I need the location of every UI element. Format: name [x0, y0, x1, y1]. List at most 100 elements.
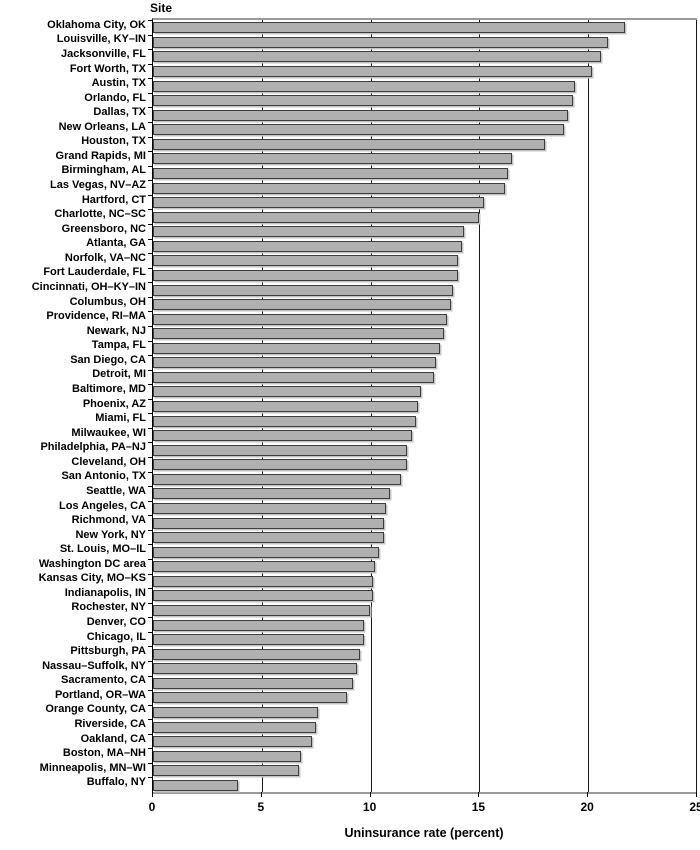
category-tick — [148, 34, 152, 36]
category-tick — [148, 777, 152, 779]
bar — [153, 692, 347, 704]
category-label: Oakland, CA — [80, 732, 146, 745]
bar — [153, 575, 373, 587]
bar — [153, 619, 364, 631]
category-label: Buffalo, NY — [86, 776, 146, 789]
bar — [153, 153, 512, 165]
category-tick — [148, 602, 152, 604]
category-label: Cleveland, OH — [71, 455, 146, 468]
category-label: Oklahoma City, OK — [47, 18, 146, 31]
category-tick — [148, 748, 152, 750]
bar — [153, 80, 575, 92]
category-tick — [148, 675, 152, 677]
y-axis-title: Site — [150, 1, 173, 15]
category-tick — [148, 762, 152, 764]
x-axis-tick-label: 20 — [580, 800, 594, 814]
category-label: Orange County, CA — [45, 703, 146, 716]
x-axis-tick — [696, 792, 697, 797]
bar — [153, 255, 458, 267]
category-tick — [148, 122, 152, 123]
category-label: New Orleans, LA — [58, 120, 146, 133]
bar — [153, 488, 390, 500]
category-tick — [148, 325, 152, 327]
category-label: Pittsburgh, PA — [70, 645, 146, 658]
category-label: Orlando, FL — [84, 91, 146, 104]
category-tick — [148, 733, 152, 735]
gridline — [479, 20, 481, 792]
bar — [153, 604, 371, 616]
category-tick — [148, 558, 152, 560]
category-label: Fort Lauderdale, FL — [43, 266, 146, 279]
bar — [153, 401, 419, 412]
category-tick — [148, 486, 152, 488]
x-axis-tick-label: 25 — [689, 800, 700, 814]
category-label: Riverside, CA — [74, 718, 146, 730]
bar — [153, 182, 506, 194]
bar — [153, 371, 434, 383]
category-tick — [148, 544, 152, 546]
category-label: Indianapolis, IN — [64, 586, 146, 599]
bar — [153, 663, 358, 675]
category-tick — [148, 253, 152, 255]
category-label: Fort Worth, TX — [69, 62, 146, 75]
bar — [153, 51, 602, 63]
category-label: Charlotte, NC–SC — [54, 208, 146, 221]
category-label: Kansas City, MO–KS — [38, 572, 146, 585]
bar — [153, 95, 573, 107]
x-axis-tick-label: 0 — [148, 800, 156, 814]
category-tick — [148, 398, 152, 400]
category-label: Denver, CO — [86, 616, 146, 628]
bar — [153, 138, 545, 150]
bar — [153, 546, 380, 558]
gridline — [696, 20, 697, 792]
bar — [153, 634, 364, 646]
category-tick — [148, 282, 152, 284]
category-tick — [148, 296, 152, 298]
bar — [153, 226, 464, 238]
category-tick — [148, 49, 152, 51]
bar — [153, 357, 436, 369]
bar — [153, 299, 451, 310]
category-tick — [148, 631, 152, 633]
category-tick — [148, 180, 152, 182]
bar — [153, 721, 316, 733]
plot-area — [152, 18, 697, 794]
category-tick — [148, 704, 152, 706]
category-label: Los Angeles, CA — [59, 499, 146, 512]
x-axis-tick — [587, 792, 589, 797]
category-label: Columbus, OH — [69, 295, 146, 308]
category-label: Houston, TX — [81, 135, 146, 148]
category-label: St. Louis, MO–IL — [59, 543, 146, 556]
bar — [153, 648, 360, 660]
category-label: San Antonio, TX — [61, 470, 146, 483]
bar — [153, 197, 484, 209]
bar — [153, 386, 421, 398]
category-label: Washington DC area — [38, 557, 146, 570]
x-axis-tick-label: 10 — [362, 800, 377, 814]
category-label: San Diego, CA — [70, 353, 146, 366]
category-label: Philadelphia, PA–NJ — [40, 441, 146, 454]
x-axis-tick — [152, 792, 153, 797]
category-tick — [148, 78, 152, 80]
category-tick — [148, 107, 152, 109]
bar — [153, 532, 384, 544]
category-label: Boston, MA–NH — [62, 747, 146, 760]
category-tick — [148, 690, 152, 691]
category-label: Newark, NJ — [86, 324, 146, 337]
category-label: Atlanta, GA — [86, 237, 146, 250]
category-tick — [148, 471, 152, 473]
bar — [153, 750, 301, 762]
category-label: New York, NY — [75, 528, 146, 541]
category-tick — [148, 20, 152, 21]
category-label: Minneapolis, MN–WI — [39, 761, 146, 774]
category-tick — [148, 719, 152, 721]
x-axis-title: Uninsurance rate (percent) — [344, 826, 504, 840]
category-tick — [148, 223, 152, 225]
bar — [153, 240, 462, 252]
category-tick — [148, 151, 152, 153]
category-tick — [148, 136, 152, 138]
category-label: Rochester, NY — [71, 601, 146, 614]
category-tick — [148, 340, 152, 342]
bar — [153, 765, 299, 777]
category-label: Las Vegas, NV–AZ — [50, 179, 146, 191]
